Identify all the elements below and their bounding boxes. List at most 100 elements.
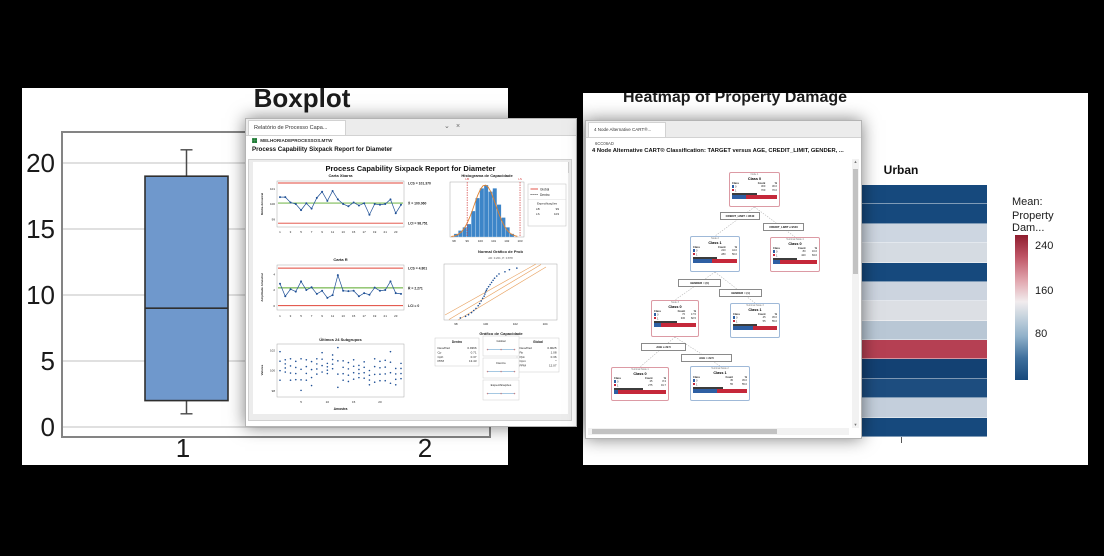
class-swatch	[693, 382, 696, 385]
ucl-label: LCS = 4.801	[408, 267, 427, 271]
horizontal-scrollbar[interactable]	[588, 428, 849, 435]
vertical-scroll-thumb[interactable]	[853, 169, 858, 274]
node-table-cell: 16.0	[811, 250, 817, 254]
node-table-cell: 30.0	[771, 185, 777, 189]
cart-window: CREDIT_LIMIT < 9540 CREDIT_LIMIT ≥ 9540 GE…	[585, 120, 862, 439]
data-point	[331, 189, 334, 192]
x-tick-label: 9	[321, 314, 323, 318]
node-table-cell: 0	[773, 250, 789, 254]
data-point	[394, 373, 397, 375]
cart-tab-bar: 4 Node Alternative CART®...	[586, 121, 861, 138]
tree-node[interactable]: Terminal Node 1 Class 0 Class Count% 0 25 8.3 1…	[611, 367, 669, 401]
horizontal-scroll-thumb[interactable]	[592, 429, 777, 434]
node-table-cell: 8.3	[662, 380, 666, 384]
node-table-cell: 1	[693, 382, 712, 387]
split-label: CREDIT_LIMIT < 9540	[720, 212, 760, 220]
data-point	[394, 212, 397, 215]
tree-node[interactable]: Node 3 Class 0 Class Count% 0 70 17.5 1 330 82.5	[651, 300, 699, 337]
tab-cart-classification[interactable]: 4 Node Alternative CART®...	[588, 122, 666, 137]
data-point	[321, 364, 323, 367]
interval-marker: +	[500, 347, 503, 352]
data-point	[316, 357, 318, 360]
y-axis-label: Amplitude Amostral	[260, 273, 264, 302]
data-point	[347, 361, 350, 364]
x-tick-label: 21	[384, 230, 388, 234]
data-point	[284, 371, 287, 373]
tree-node[interactable]: Node 1 Class 0 Class Count% 0 300 30.0 1 700 70.0	[729, 172, 780, 207]
data-point	[384, 289, 387, 291]
data-point	[368, 369, 371, 372]
data-point	[294, 290, 297, 293]
data-point	[373, 373, 376, 376]
data-point	[284, 295, 287, 298]
y-tick-label: 15	[26, 214, 55, 244]
data-point	[400, 377, 402, 380]
data-point	[487, 285, 490, 288]
data-point	[467, 313, 470, 316]
histogram-bar	[475, 197, 480, 238]
data-point	[394, 292, 397, 295]
data-point	[347, 374, 350, 376]
x-tick-label: 15	[352, 230, 356, 234]
node-class-table: Class Count% 0 80 16.0 1 420 84.0	[773, 247, 817, 257]
x-tick-label: 15	[352, 400, 356, 404]
data-point	[384, 379, 387, 382]
x-tick-label: 102	[513, 322, 518, 326]
subchart-title: Histograma de Capacidade	[461, 173, 513, 178]
data-point	[284, 196, 287, 199]
bar-class1	[745, 195, 777, 200]
data-point	[331, 367, 334, 370]
node-footer-mark	[654, 321, 678, 323]
bar-class0	[773, 260, 781, 265]
vertical-scrollbar[interactable]: ▲ ▼	[852, 159, 859, 428]
node-table-header: %	[693, 310, 696, 313]
x-tick-label: 102	[504, 239, 509, 243]
node-class-bar	[693, 389, 747, 394]
data-point	[316, 368, 318, 370]
node-table-header: Class	[654, 310, 661, 313]
tree-node[interactable]: Terminal Node 4 Class 0 Class Count% 0 80 16.0…	[770, 237, 820, 272]
class-swatch	[773, 250, 776, 253]
center-label: R̄ = 2.271	[408, 286, 423, 290]
data-point	[342, 372, 344, 375]
tree-node[interactable]: Terminal Node 3 Class 1 Class Count% 0 45 45.0…	[730, 303, 780, 338]
data-point	[289, 357, 292, 360]
data-point	[480, 300, 482, 302]
data-point	[294, 372, 297, 375]
tree-node[interactable]: Terminal Node 2 Class 1 Class Count% 0 45 45.0…	[690, 366, 750, 401]
data-point	[342, 379, 344, 381]
center-label: X̄ = 100.060	[408, 201, 426, 205]
x-tick-label: 9	[321, 230, 323, 234]
x-tick-label: 7	[311, 314, 313, 318]
data-point	[331, 294, 334, 297]
y-tick-label: 0	[41, 412, 55, 442]
data-point	[481, 297, 484, 300]
data-point	[389, 280, 392, 283]
data-point	[368, 374, 371, 377]
x-tick-label: 99	[466, 239, 470, 243]
data-point	[321, 371, 323, 373]
x-tick-label: 7	[311, 230, 313, 234]
node-table-cell: 330	[680, 316, 686, 320]
x-tick-label: 5	[300, 314, 302, 318]
data-point	[368, 293, 371, 296]
node-class-bar	[773, 260, 817, 265]
scroll-down-icon[interactable]: ▼	[853, 422, 858, 427]
data-point	[357, 295, 360, 298]
tree-node[interactable]: Node 2 Class 1 Class Count% 0 220 44.0 1 280 56.0	[690, 236, 740, 272]
node-table-cell: 275	[648, 383, 653, 387]
data-point	[294, 203, 297, 205]
scroll-up-icon[interactable]: ▲	[853, 159, 858, 164]
class-swatch	[693, 252, 696, 255]
data-point	[389, 350, 392, 353]
stat-value: 12.07	[549, 364, 557, 368]
y-tick-label: 98	[272, 389, 276, 393]
data-point	[363, 371, 365, 374]
x-tick-label: 17	[363, 314, 367, 318]
tab-relatorio-processo[interactable]: Relatório de Processo Capa...	[248, 120, 346, 135]
data-point	[389, 371, 392, 374]
close-icon[interactable]: ×	[456, 123, 461, 130]
chevron-down-icon[interactable]: ⌄	[444, 123, 450, 130]
colorbar-tick-label: 160	[1035, 285, 1054, 297]
sixpack-panel-title: Process Capability Sixpack Report for Di…	[325, 164, 496, 173]
